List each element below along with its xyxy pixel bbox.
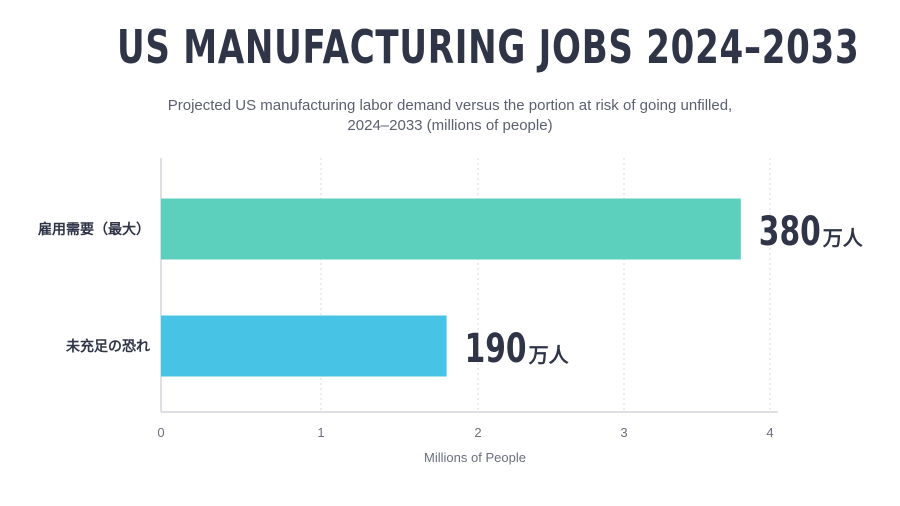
x-tick-label: 1 — [317, 425, 324, 440]
bar — [161, 315, 447, 377]
value-unit-label: 万人 — [822, 226, 864, 250]
x-tick-label: 4 — [766, 425, 773, 440]
category-label: 雇用需要（最大） — [38, 221, 150, 238]
bar — [161, 198, 741, 260]
chart-subtitle: Projected US manufacturing labor demand … — [100, 96, 800, 136]
subtitle-line-2: 2024–2033 (millions of people) — [347, 117, 553, 134]
x-axis-title: Millions of People — [424, 450, 526, 465]
value-label: 190 — [465, 326, 527, 372]
x-tick-label: 0 — [157, 425, 164, 440]
category-label: 未充足の恐れ — [66, 338, 150, 355]
value-label: 380 — [759, 209, 821, 255]
subtitle-line-1: Projected US manufacturing labor demand … — [167, 97, 733, 114]
x-tick-label: 3 — [620, 425, 627, 440]
value-unit-label: 万人 — [528, 343, 570, 367]
chart-title: US MANUFACTURING JOBS 2024–2033 — [117, 20, 860, 74]
x-tick-label: 2 — [474, 425, 481, 440]
